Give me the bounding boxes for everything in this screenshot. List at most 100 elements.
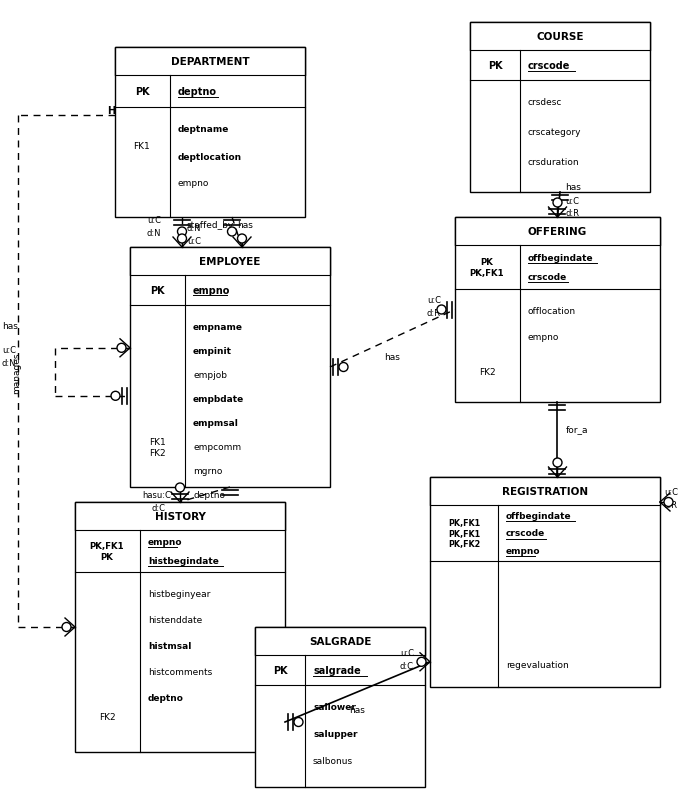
Circle shape: [228, 228, 237, 237]
Text: PK: PK: [488, 61, 502, 71]
Circle shape: [437, 306, 446, 314]
Text: PK: PK: [135, 87, 149, 97]
Text: REGISTRATION: REGISTRATION: [502, 486, 588, 496]
Text: PK
PK,FK1: PK PK,FK1: [470, 258, 504, 277]
Text: deptno: deptno: [178, 87, 217, 97]
Bar: [130, 248, 330, 276]
Text: d:R: d:R: [664, 500, 678, 509]
Circle shape: [175, 484, 184, 492]
Text: deptno: deptno: [148, 694, 184, 703]
Text: PK: PK: [273, 665, 287, 675]
Bar: [470, 23, 650, 192]
Text: regevaluation: regevaluation: [506, 661, 569, 670]
Text: d:C: d:C: [400, 661, 414, 670]
Text: OFFERING: OFFERING: [528, 227, 587, 237]
Text: has: has: [350, 705, 366, 714]
Text: u:C: u:C: [2, 346, 16, 354]
Text: u:C: u:C: [566, 196, 580, 205]
Circle shape: [553, 199, 562, 208]
Text: empno: empno: [148, 537, 182, 547]
Text: deptno: deptno: [193, 491, 225, 500]
Text: staffed_by: staffed_by: [187, 221, 234, 229]
Text: COURSE: COURSE: [536, 32, 584, 42]
Text: empmsal: empmsal: [193, 419, 239, 428]
Text: offbegindate: offbegindate: [528, 253, 593, 262]
Text: crscode: crscode: [528, 61, 571, 71]
Text: d:N: d:N: [187, 224, 201, 233]
Text: d:N: d:N: [147, 229, 161, 237]
Text: PK: PK: [150, 286, 164, 296]
Text: HISTORY: HISTORY: [155, 512, 206, 521]
Text: empinit: empinit: [193, 347, 232, 356]
Text: histmsal: histmsal: [148, 642, 191, 650]
Text: EMPLOYEE: EMPLOYEE: [199, 257, 261, 267]
Text: histenddate: histenddate: [148, 616, 202, 625]
Text: crscategory: crscategory: [528, 128, 582, 137]
Text: crsdesc: crsdesc: [528, 99, 562, 107]
Circle shape: [237, 235, 246, 244]
Text: has: has: [384, 353, 400, 362]
Text: DEPARTMENT: DEPARTMENT: [170, 57, 249, 67]
Text: empno: empno: [506, 547, 540, 556]
Text: for_a: for_a: [566, 425, 588, 434]
Bar: [430, 477, 660, 687]
Text: salgrade: salgrade: [313, 665, 361, 675]
Text: SALGRADE: SALGRADE: [309, 636, 371, 646]
Text: offbegindate: offbegindate: [506, 511, 571, 520]
Text: hasu:C: hasu:C: [142, 490, 171, 500]
Text: histbegindate: histbegindate: [148, 556, 219, 565]
Circle shape: [553, 459, 562, 468]
Circle shape: [417, 658, 426, 666]
Text: H: H: [107, 106, 115, 115]
Circle shape: [111, 392, 120, 401]
Bar: [75, 502, 285, 530]
Bar: [455, 217, 660, 403]
Text: empname: empname: [193, 323, 243, 332]
Bar: [455, 217, 660, 245]
Text: d:R: d:R: [427, 309, 441, 318]
Text: empno: empno: [528, 333, 560, 342]
Text: deptlocation: deptlocation: [178, 152, 242, 161]
Text: FK2: FK2: [479, 368, 495, 377]
Bar: [255, 627, 425, 655]
Bar: [255, 627, 425, 787]
Circle shape: [664, 498, 673, 507]
Text: d:N: d:N: [2, 358, 17, 367]
Text: PK,FK1
PK,FK1
PK,FK2: PK,FK1 PK,FK1 PK,FK2: [448, 518, 480, 549]
Text: crscode: crscode: [528, 273, 567, 282]
Text: empcomm: empcomm: [193, 443, 241, 452]
Text: u:C: u:C: [427, 296, 441, 305]
Text: has: has: [2, 322, 18, 330]
Text: u:C: u:C: [400, 648, 414, 657]
Text: deptname: deptname: [178, 125, 229, 134]
Circle shape: [294, 718, 303, 727]
Text: salupper: salupper: [313, 730, 357, 739]
Text: u:C: u:C: [187, 237, 201, 245]
Text: d:R: d:R: [566, 209, 580, 218]
Bar: [115, 48, 305, 76]
Bar: [75, 502, 285, 752]
Text: empbdate: empbdate: [193, 395, 244, 404]
Text: salbonus: salbonus: [313, 756, 353, 766]
Text: u:C: u:C: [664, 488, 678, 496]
Text: manages: manages: [12, 351, 21, 393]
Bar: [130, 248, 330, 488]
Text: crsduration: crsduration: [528, 158, 580, 168]
Text: FK1: FK1: [134, 142, 150, 151]
Text: FK1
FK2: FK1 FK2: [148, 438, 166, 457]
Text: u:C: u:C: [147, 216, 161, 225]
Text: has: has: [566, 184, 582, 192]
Text: mgrno: mgrno: [193, 467, 222, 476]
Text: PK,FK1
PK: PK,FK1 PK: [90, 541, 124, 561]
Circle shape: [339, 363, 348, 372]
Text: empno: empno: [193, 286, 230, 296]
Text: d:C: d:C: [152, 504, 166, 512]
Bar: [470, 23, 650, 51]
Text: empjob: empjob: [193, 371, 227, 380]
Text: sallower: sallower: [313, 703, 356, 711]
Circle shape: [117, 344, 126, 353]
Circle shape: [177, 235, 186, 244]
Text: empno: empno: [178, 180, 209, 188]
Text: histcomments: histcomments: [148, 668, 213, 677]
Text: histbeginyear: histbeginyear: [148, 589, 210, 599]
